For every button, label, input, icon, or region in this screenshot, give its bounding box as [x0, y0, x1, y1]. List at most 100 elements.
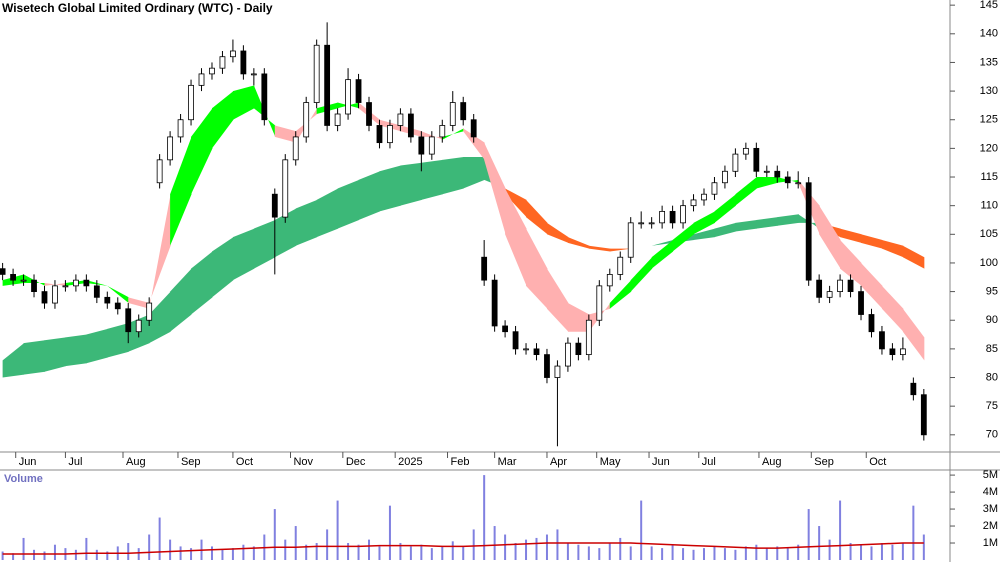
x-tick-label: Dec	[346, 456, 366, 468]
candle-body	[837, 279, 843, 292]
ribbon-segment	[170, 268, 192, 332]
candle-body	[910, 382, 917, 396]
volume-bar	[242, 544, 245, 560]
volume-bar	[912, 505, 915, 560]
volume-ma-line	[2, 542, 924, 555]
y-tick-label: 1M	[983, 537, 998, 549]
candle-body	[366, 102, 372, 126]
volume-bar	[148, 534, 151, 560]
volume-label: Volume	[4, 473, 43, 485]
x-tick-label: Oct	[869, 456, 886, 468]
volume-bar	[702, 548, 705, 560]
candle-body	[0, 268, 6, 275]
volume-bar	[273, 509, 276, 560]
candle-body	[93, 285, 100, 298]
ribbon-segment	[128, 297, 150, 309]
ribbon-segment	[735, 219, 757, 232]
candle-body	[146, 302, 153, 321]
ribbon-segment	[191, 108, 213, 195]
ribbon-segment	[379, 165, 401, 212]
candle-body	[784, 176, 791, 184]
ribbon-segment	[902, 245, 925, 269]
y-tick-label: 125	[980, 114, 998, 126]
volume-bar	[441, 546, 444, 560]
volume-bar	[368, 539, 371, 560]
candle-body	[198, 73, 205, 86]
ribbon-segment	[484, 142, 506, 235]
volume-bar	[399, 543, 402, 560]
ribbon-segment	[505, 188, 527, 286]
volume-bar	[179, 546, 182, 560]
volume-bar	[294, 526, 297, 560]
ribbon-segment	[567, 237, 590, 249]
volume-bar	[556, 529, 559, 560]
ribbon-segment	[421, 159, 443, 200]
y-tick-label: 145	[980, 0, 998, 11]
candle-body	[282, 159, 289, 218]
volume-bar	[137, 548, 140, 560]
candle-body	[774, 170, 781, 178]
ribbon-segment	[840, 240, 862, 286]
volume-bar	[870, 546, 873, 560]
y-tick-label: 110	[980, 200, 998, 212]
candle-body	[617, 256, 624, 275]
volume-bar	[901, 543, 904, 560]
volume-bar	[608, 543, 611, 560]
ribbon-segment	[232, 228, 255, 281]
y-tick-label: 140	[980, 28, 998, 40]
volume-bar	[190, 548, 193, 560]
ribbon-segment	[170, 136, 192, 246]
ribbon-segment	[149, 194, 171, 309]
ribbon-segment	[107, 285, 129, 304]
volume-bar	[682, 548, 685, 560]
volume-bar	[315, 543, 318, 560]
x-tick-label: Feb	[451, 456, 470, 468]
candle-body	[711, 182, 718, 195]
volume-bar	[388, 505, 391, 560]
candle-body	[345, 79, 351, 115]
candle-body	[680, 205, 686, 224]
x-tick-label: Sep	[181, 456, 201, 468]
ribbon-segment	[609, 280, 632, 309]
candle-body	[596, 285, 603, 321]
volume-bar	[462, 546, 465, 560]
y-tick-label: 2M	[983, 520, 998, 532]
candle-body	[10, 274, 16, 281]
candle-body	[250, 73, 257, 76]
x-tick-label: Jun	[19, 456, 37, 468]
candle-body	[219, 56, 226, 69]
volume-bar	[671, 544, 674, 560]
candle-body	[523, 348, 529, 351]
candle-body	[31, 279, 37, 292]
volume-bar	[430, 548, 433, 560]
y-tick-label: 5M	[983, 469, 998, 481]
volume-bar	[252, 546, 255, 560]
volume-bar	[891, 544, 894, 560]
ribbon-segment	[693, 211, 715, 235]
ribbon-segment	[463, 128, 485, 160]
volume-bar	[587, 546, 590, 560]
candle-body	[669, 210, 676, 224]
candle-body	[449, 102, 456, 126]
volume-bar	[336, 500, 339, 560]
candle-body	[481, 256, 488, 281]
ribbon-segment	[2, 343, 25, 378]
volume-bar	[43, 551, 46, 560]
volume-bar	[1, 551, 4, 560]
volume-bar	[451, 541, 454, 560]
volume-bar	[650, 546, 653, 560]
volume-bar	[566, 543, 569, 560]
candle-body	[879, 331, 885, 350]
candle-body	[920, 394, 927, 436]
x-tick-label: Mar	[498, 456, 517, 468]
volume-bar	[734, 549, 737, 560]
ribbon-segment	[881, 285, 904, 332]
ribbon-segment	[274, 208, 297, 258]
candle-body	[156, 159, 163, 184]
ribbon-segment	[672, 222, 695, 252]
volume-bar	[640, 500, 643, 560]
candle-body	[334, 113, 341, 126]
candle-body	[606, 274, 613, 287]
y-tick-label: 90	[986, 314, 998, 326]
